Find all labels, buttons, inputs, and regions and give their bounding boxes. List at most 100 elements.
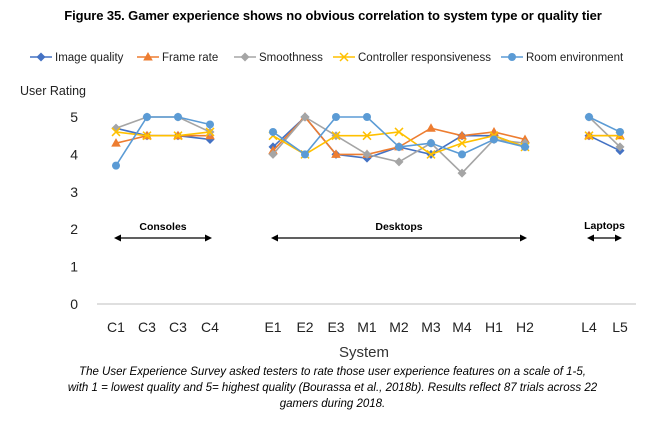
caption-line: with 1 = lowest quality and 5= highest q… <box>67 382 598 394</box>
data-point <box>394 157 404 167</box>
x-tick-label: M1 <box>357 319 377 335</box>
data-point <box>426 149 436 159</box>
data-point <box>269 127 277 136</box>
data-point <box>395 142 403 151</box>
x-tick-label: C3 <box>169 319 187 335</box>
data-point <box>331 131 341 141</box>
data-point-stroke <box>394 127 404 137</box>
group-label: Laptops <box>584 220 625 232</box>
group-arrowhead-left <box>114 234 121 242</box>
data-point <box>394 127 404 137</box>
legend-label: Room environment <box>526 52 624 64</box>
data-point <box>331 149 341 158</box>
legend-item: Frame rate <box>137 52 218 64</box>
data-point-stroke <box>331 131 341 141</box>
data-point <box>426 123 436 132</box>
data-point <box>173 131 183 141</box>
legend-item: Image quality <box>30 52 124 64</box>
data-point <box>508 53 516 61</box>
data-point <box>458 150 466 159</box>
series-line <box>588 116 621 148</box>
data-point <box>521 142 529 151</box>
legend-item: Controller responsiveness <box>333 52 491 64</box>
group-arrowhead-left <box>587 234 594 242</box>
figure-caption: The User Experience Survey asked testers… <box>10 364 655 412</box>
legend-label: Frame rate <box>162 52 218 64</box>
series-line <box>588 134 621 152</box>
x-tick-label: E2 <box>296 319 313 335</box>
group-arrowhead-right <box>205 234 212 242</box>
x-tick-label: E1 <box>264 319 281 335</box>
y-tick-label: 2 <box>70 221 78 237</box>
x-tick-label: C4 <box>201 319 219 335</box>
x-tick-label: H1 <box>485 319 503 335</box>
x-tick-label: M3 <box>421 319 441 335</box>
data-point <box>332 113 340 121</box>
data-point <box>584 131 594 141</box>
legend-label: Smoothness <box>259 52 323 64</box>
x-tick-label: C1 <box>107 319 125 335</box>
data-point-stroke <box>362 131 372 141</box>
data-point-stroke <box>205 127 215 137</box>
data-point <box>457 168 467 178</box>
y-tick-label: 0 <box>70 296 78 312</box>
data-point-stroke <box>457 138 467 148</box>
x-tick-label: L5 <box>612 319 628 335</box>
data-point <box>143 113 151 121</box>
group-arrowhead-right <box>520 234 527 242</box>
group-label: Desktops <box>375 221 422 233</box>
y-axis-title: User Rating <box>20 84 86 98</box>
data-point <box>585 113 593 121</box>
legend-item: Room environment <box>501 52 624 64</box>
data-point <box>427 139 435 148</box>
data-point <box>616 127 624 136</box>
data-point-stroke <box>339 52 349 62</box>
series <box>111 112 625 178</box>
data-point <box>268 149 278 159</box>
data-point <box>205 127 215 137</box>
data-point <box>143 52 153 61</box>
legend-item: Smoothness <box>234 52 323 64</box>
data-point <box>457 130 467 140</box>
data-point <box>36 52 46 62</box>
data-point <box>300 112 310 122</box>
figure-title: Figure 35. Gamer experience shows no obv… <box>64 8 602 23</box>
y-tick-label: 5 <box>70 109 78 125</box>
x-tick-label: M4 <box>452 319 472 335</box>
x-tick-label: M2 <box>389 319 409 335</box>
series-line <box>115 116 211 167</box>
x-tick-label: L4 <box>581 319 597 335</box>
data-point <box>362 131 372 141</box>
data-point <box>362 149 372 159</box>
caption-line: gamers during 2018. <box>279 398 386 410</box>
x-axis-title: System <box>339 344 389 361</box>
data-point <box>489 126 499 136</box>
data-point <box>490 135 498 144</box>
group-arrowhead-left <box>271 234 278 242</box>
data-point <box>301 150 309 159</box>
line-chart: Image quality Frame rate Smoothness Control… <box>20 52 636 361</box>
data-point <box>112 161 120 170</box>
plot-area: User Rating 0 1 2 3 4 5 C1 C3 C3 C4 E1 E2 E3 M1 M2 M3 M4 H… <box>20 84 636 361</box>
data-point <box>457 138 467 148</box>
data-point <box>339 52 349 62</box>
data-point <box>174 113 182 121</box>
data-point <box>363 113 371 121</box>
data-point-stroke <box>584 131 594 141</box>
series <box>112 113 624 170</box>
series-line <box>588 116 621 133</box>
series-line <box>115 131 211 137</box>
data-point <box>111 127 121 137</box>
data-point-stroke <box>111 127 121 137</box>
x-tick-label: C3 <box>138 319 156 335</box>
data-point <box>142 131 152 141</box>
y-tick-label: 4 <box>70 146 78 162</box>
data-point <box>240 52 250 62</box>
data-point <box>111 138 121 147</box>
x-tick-label: H2 <box>516 319 534 335</box>
x-tick-label: E3 <box>327 319 344 335</box>
data-point-stroke <box>173 131 183 141</box>
legend-label: Image quality <box>55 52 124 64</box>
data-point <box>206 120 214 129</box>
caption-line: The User Experience Survey asked testers… <box>79 366 586 378</box>
